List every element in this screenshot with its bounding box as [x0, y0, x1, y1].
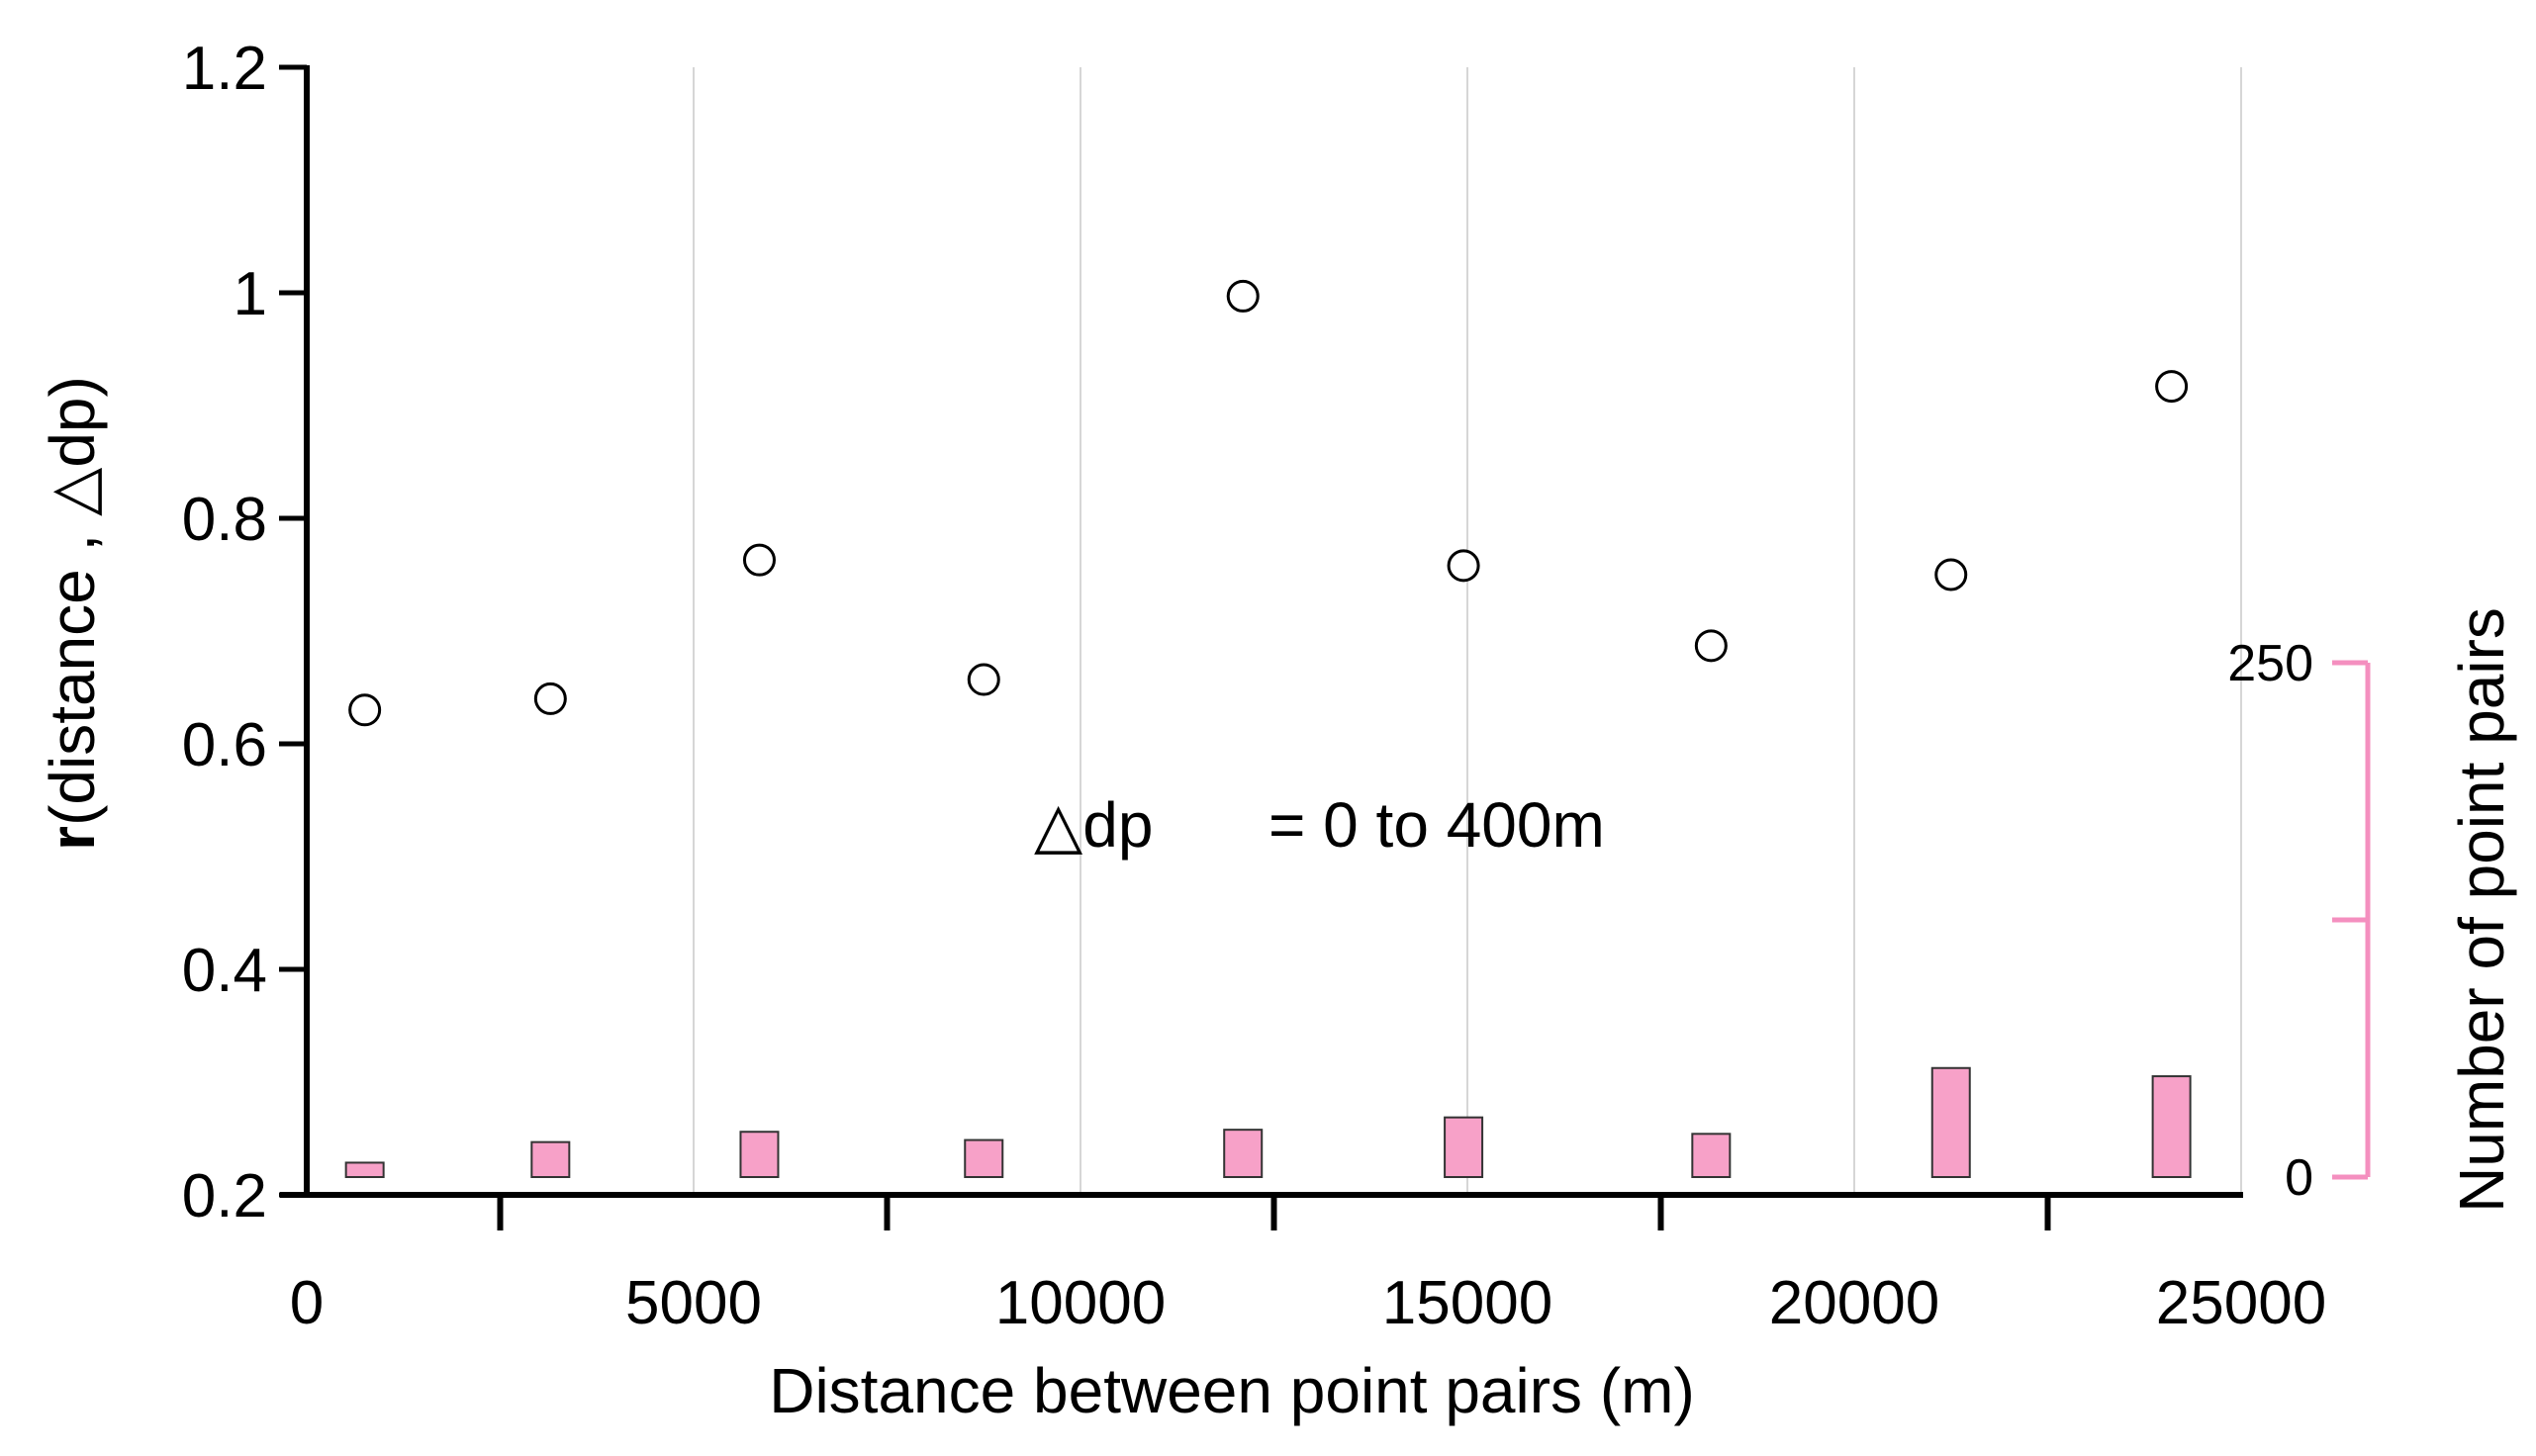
x-tick-label-5000: 5000 [625, 1269, 762, 1337]
x-tick-label-0: 0 [290, 1269, 324, 1337]
scatter-point-0 [348, 693, 382, 727]
y-tick-label-0.8: 0.8 [182, 486, 267, 554]
annotation-symbol: △dp [1034, 789, 1153, 861]
scatter-point-5 [1447, 549, 1480, 583]
scatter-point-6 [1694, 629, 1728, 663]
scatter-point-3 [967, 663, 1000, 696]
bar-5 [1444, 1116, 1484, 1179]
bar-series [344, 1066, 2192, 1179]
bar-2 [739, 1131, 780, 1178]
bar-3 [964, 1138, 1004, 1179]
scatter-point-2 [742, 543, 776, 577]
bar-0 [344, 1161, 385, 1178]
scatter-point-4 [1226, 279, 1260, 313]
y-tick-label-1.2: 1.2 [182, 35, 267, 103]
bar-4 [1223, 1129, 1264, 1179]
x-minor-gridlines [693, 67, 2242, 1195]
scatter-point-1 [533, 682, 567, 715]
scatter-point-8 [2155, 370, 2189, 404]
y-axis-title-bold: r [37, 826, 108, 851]
y-axis-title-rest: (distance , △dp) [37, 376, 108, 826]
annotation-text: = 0 to 400m [1268, 789, 1605, 861]
bar-7 [1930, 1066, 1971, 1179]
scatter-series [348, 279, 2189, 727]
x-tick-label-10000: 10000 [995, 1269, 1166, 1337]
y-tick-label-0.6: 0.6 [182, 711, 267, 779]
y-axis-title: r(distance , △dp) [37, 376, 108, 851]
x-tick-label-25000: 25000 [2156, 1269, 2326, 1337]
scatter-point-7 [1934, 558, 1968, 592]
tick-labels: 0.20.40.60.811.20 5000 10000 15000 20000 2500… [182, 35, 2326, 1337]
y-tick-label-0.2: 0.2 [182, 1162, 267, 1230]
x-tick-label-20000: 20000 [1769, 1269, 1939, 1337]
x-axis-title: Distance between point pairs (m) [769, 1355, 1695, 1426]
bar-8 [2151, 1075, 2192, 1178]
x-tick-label-15000: 15000 [1382, 1269, 1552, 1337]
y2-tick-label-0: 0 [2285, 1149, 2313, 1207]
y2-tick-label-250: 250 [2227, 635, 2313, 692]
bar-6 [1691, 1133, 1732, 1178]
y-tick-label-1: 1 [234, 260, 267, 328]
y-tick-label-0.4: 0.4 [182, 937, 267, 1005]
axes [279, 64, 2371, 1230]
y2-axis-title: Number of point pairs [2446, 607, 2517, 1213]
bar-1 [530, 1140, 571, 1179]
